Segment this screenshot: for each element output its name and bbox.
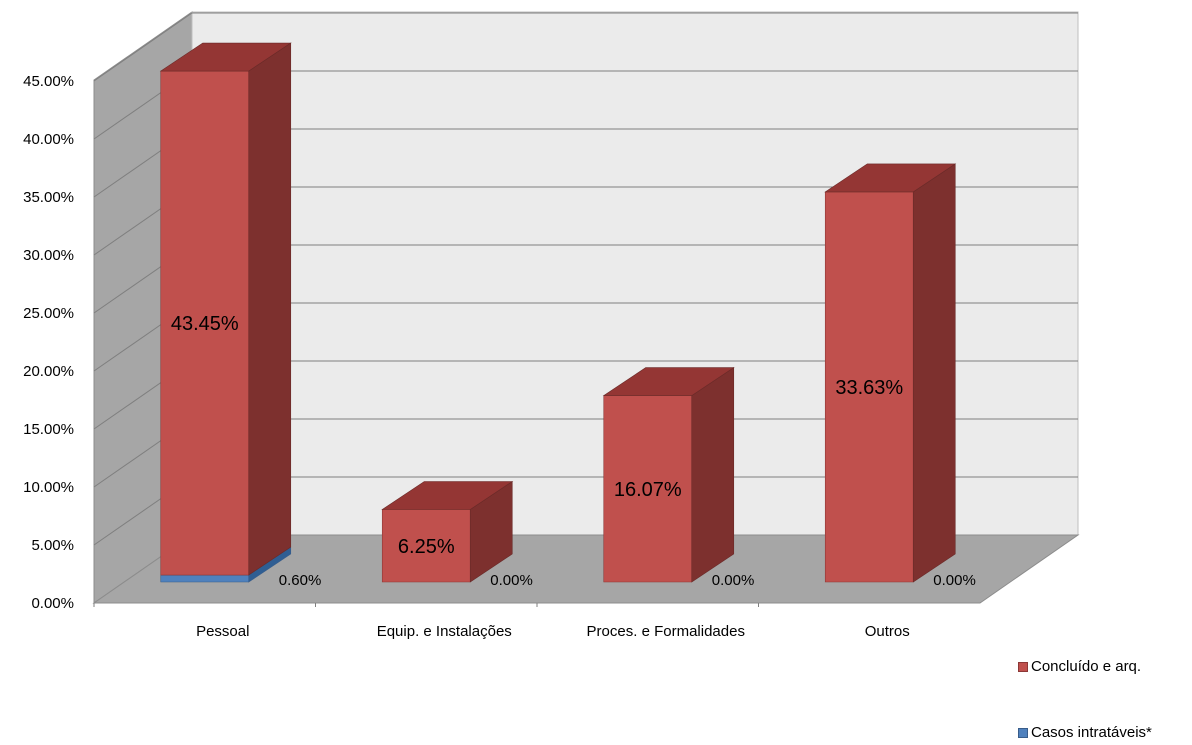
data-label-intrataveis: 0.60% <box>279 572 322 589</box>
legend-item-intrataveis: Casos intratáveis* <box>1018 724 1152 741</box>
y-tick-label: 10.00% <box>23 479 74 496</box>
bar-segment-concluido-side <box>248 42 292 576</box>
y-tick-label: 15.00% <box>23 421 74 438</box>
data-label-concluido: 43.45% <box>171 313 239 335</box>
data-label-concluido: 16.07% <box>614 479 682 501</box>
y-tick-label: 35.00% <box>23 189 74 206</box>
y-tick-label: 30.00% <box>23 247 74 264</box>
bar-segment-concluido-side <box>691 367 735 583</box>
legend-swatch-concluido <box>1018 661 1028 672</box>
bar-segment-intrataveis-front <box>160 574 250 583</box>
data-label-intrataveis: 0.00% <box>490 572 533 589</box>
y-tick-label: 25.00% <box>23 305 74 322</box>
data-label-concluido: 33.63% <box>835 377 903 399</box>
y-tick-label: 5.00% <box>31 537 74 554</box>
y-tick-label: 45.00% <box>23 73 74 90</box>
x-tick-label: Proces. e Formalidades <box>587 623 745 640</box>
data-label-intrataveis: 0.00% <box>712 572 755 589</box>
data-label-concluido: 6.25% <box>398 536 455 558</box>
x-tick-label: Equip. e Instalações <box>377 623 512 640</box>
x-tick-label: Pessoal <box>196 623 249 640</box>
legend-label-intrataveis: Casos intratáveis* <box>1031 724 1152 741</box>
y-tick-label: 20.00% <box>23 363 74 380</box>
bar-segment-concluido-side <box>912 163 956 583</box>
legend-label-concluido: Concluído e arq. <box>1031 658 1142 675</box>
legend-item-concluido: Concluído e arq. <box>1018 658 1141 675</box>
y-tick-label: 0.00% <box>31 595 74 612</box>
legend-swatch-intrataveis <box>1018 727 1028 738</box>
bar-segment-concluido-top <box>602 367 735 396</box>
bar-segment-concluido-top <box>824 163 957 193</box>
bar-segment-concluido-top <box>159 42 292 72</box>
y-tick-label: 40.00% <box>23 131 74 148</box>
x-tick-label: Outros <box>865 623 910 640</box>
data-label-intrataveis: 0.00% <box>933 572 976 589</box>
gridline-side <box>93 12 193 82</box>
bar-segment-concluido-top <box>381 481 514 510</box>
